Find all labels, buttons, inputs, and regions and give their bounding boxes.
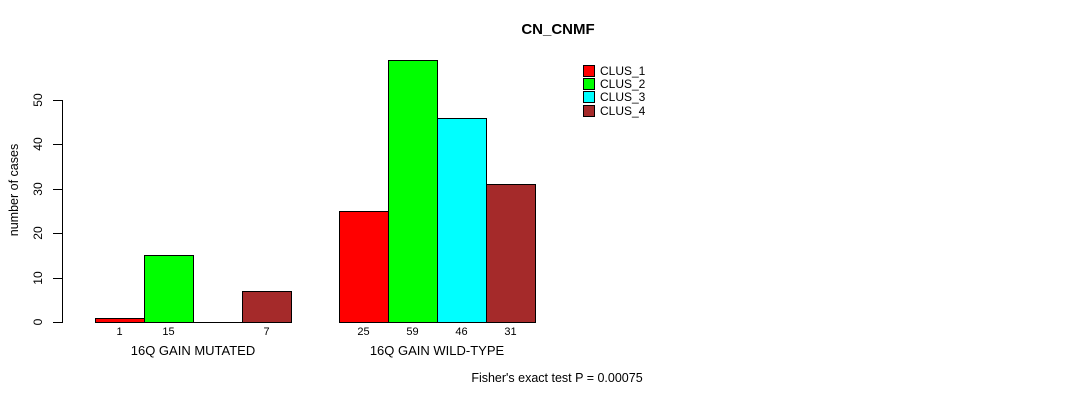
chart-title: CN_CNMF: [521, 21, 595, 38]
legend-item-clus_2: CLUS_2: [583, 77, 646, 92]
legend-swatch: [583, 104, 595, 117]
legend: CLUS_1 CLUS_2 CLUS_3 CLUS_4: [583, 64, 645, 118]
legend-label: CLUS_1: [600, 63, 646, 78]
bar-clus_1-group1: [95, 318, 145, 323]
legend-label: CLUS_4: [600, 103, 646, 118]
bar-clus_2-group1: [144, 255, 194, 323]
legend-swatch: [583, 91, 595, 104]
bar-clus_4-group2: [486, 184, 536, 323]
legend-label: CLUS_3: [600, 90, 646, 105]
y-axis-label: number of cases: [7, 143, 21, 237]
legend-label: CLUS_2: [600, 77, 646, 92]
bar-value-label: 59: [406, 326, 419, 338]
y-tick-mark: [53, 322, 62, 323]
legend-swatch: [583, 78, 595, 91]
bar-clus_3-group1: [193, 322, 243, 323]
y-tick-mark: [53, 144, 62, 145]
bar-clus_3-group2: [437, 118, 487, 323]
bar-value-label: 25: [357, 326, 370, 338]
legend-swatch: [583, 64, 595, 77]
y-tick-mark: [53, 189, 62, 190]
y-tick-mark: [53, 233, 62, 234]
group-label-16q-gain-mutated: 16Q GAIN MUTATED: [130, 343, 256, 358]
annotation-text: Fisher's exact test P = 0.00075: [471, 371, 643, 385]
y-tick-mark: [53, 100, 62, 101]
bar-value-label: 31: [504, 326, 517, 338]
y-tick-label: 50: [31, 93, 45, 107]
bar-value-label: 1: [116, 326, 123, 338]
y-tick-mark: [53, 278, 62, 279]
bar-value-label: 46: [455, 326, 468, 338]
legend-item-clus_1: CLUS_1: [583, 64, 645, 77]
bar-value-label: 15: [162, 326, 175, 338]
legend-item-clus_4: CLUS_4: [583, 104, 645, 117]
bar-value-label: 7: [263, 326, 270, 338]
bar-clus_1-group2: [339, 211, 389, 323]
bar-clus_4-group1: [242, 291, 292, 323]
bar-clus_2-group2: [388, 60, 438, 323]
group-label-16q-gain-wild-type: 16Q GAIN WILD-TYPE: [369, 343, 505, 358]
y-axis: [62, 100, 63, 323]
legend-item-clus_3: CLUS_3: [583, 91, 645, 104]
